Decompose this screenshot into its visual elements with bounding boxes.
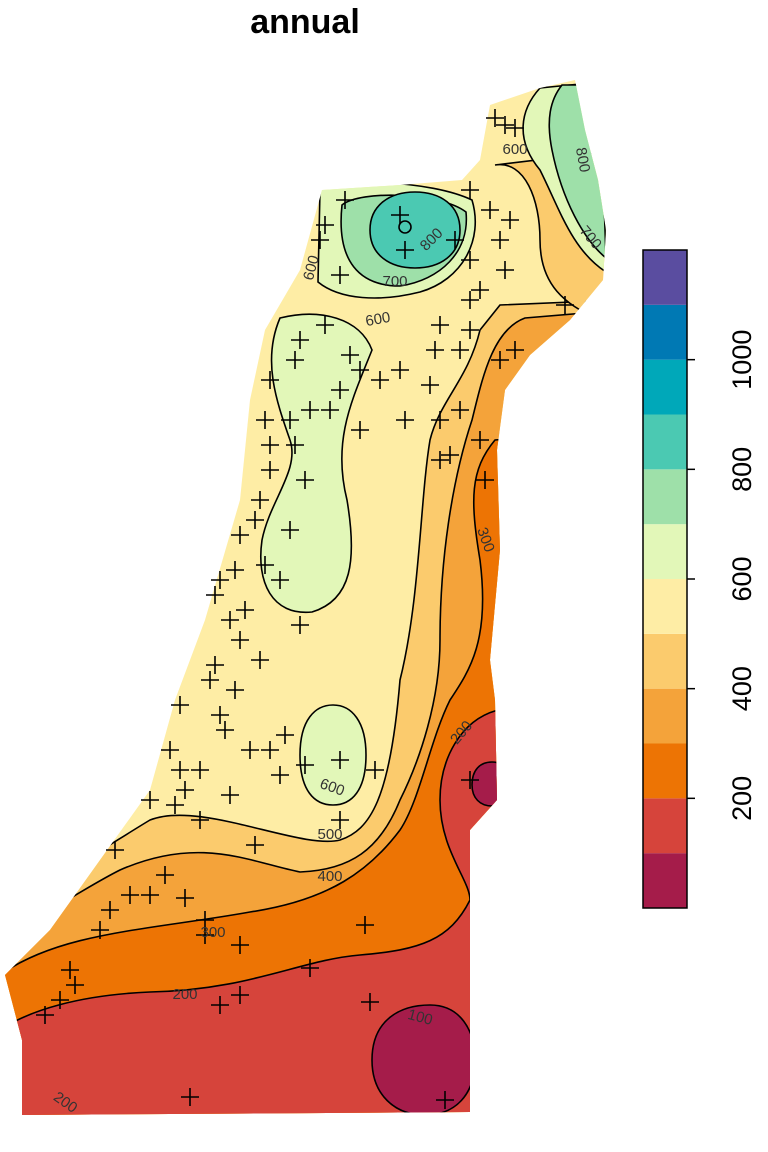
contour-label: 600 [364,309,392,330]
contour-label: 700 [382,273,407,290]
contour-label: 300 [200,924,225,941]
rainfall-zone [471,761,511,807]
legend-swatch [643,359,687,415]
legend-tick-label: 200 [727,776,757,821]
legend-swatch [643,688,687,744]
legend-swatch [643,853,687,908]
legend-swatch [643,250,687,305]
legend-swatch [643,304,687,360]
legend-tick-label: 800 [727,447,757,492]
map-title: annual [250,3,360,41]
contour-label: 400 [317,868,342,885]
legend-swatch [643,579,687,634]
legend-swatch [643,469,687,525]
station-markers [36,109,574,1109]
legend-tick-label: 400 [727,666,757,711]
contour-label: 200 [172,986,197,1003]
rainfall-surface [5,80,606,1115]
legend-swatch [643,798,687,854]
legend-swatch [643,524,687,579]
stations [36,109,574,1109]
legend-swatch [643,743,687,799]
color-legend: 200 400 600 800 1000 [642,249,757,909]
rainfall-zone [260,313,373,613]
rainfall-zone [369,191,461,269]
contour-label: 600 [300,254,323,283]
legend-swatch [643,414,687,470]
contour-label: 500 [317,826,342,843]
rainfall-zone [299,704,367,806]
contour-label: 100 [406,1006,435,1029]
legend-tick-label: 600 [727,556,757,601]
contour-label: 600 [502,141,527,158]
legend-tick-label: 1000 [727,330,757,390]
rainfall-peak [398,220,412,234]
contour-label: 800 [572,146,593,174]
legend-swatch [643,633,687,689]
